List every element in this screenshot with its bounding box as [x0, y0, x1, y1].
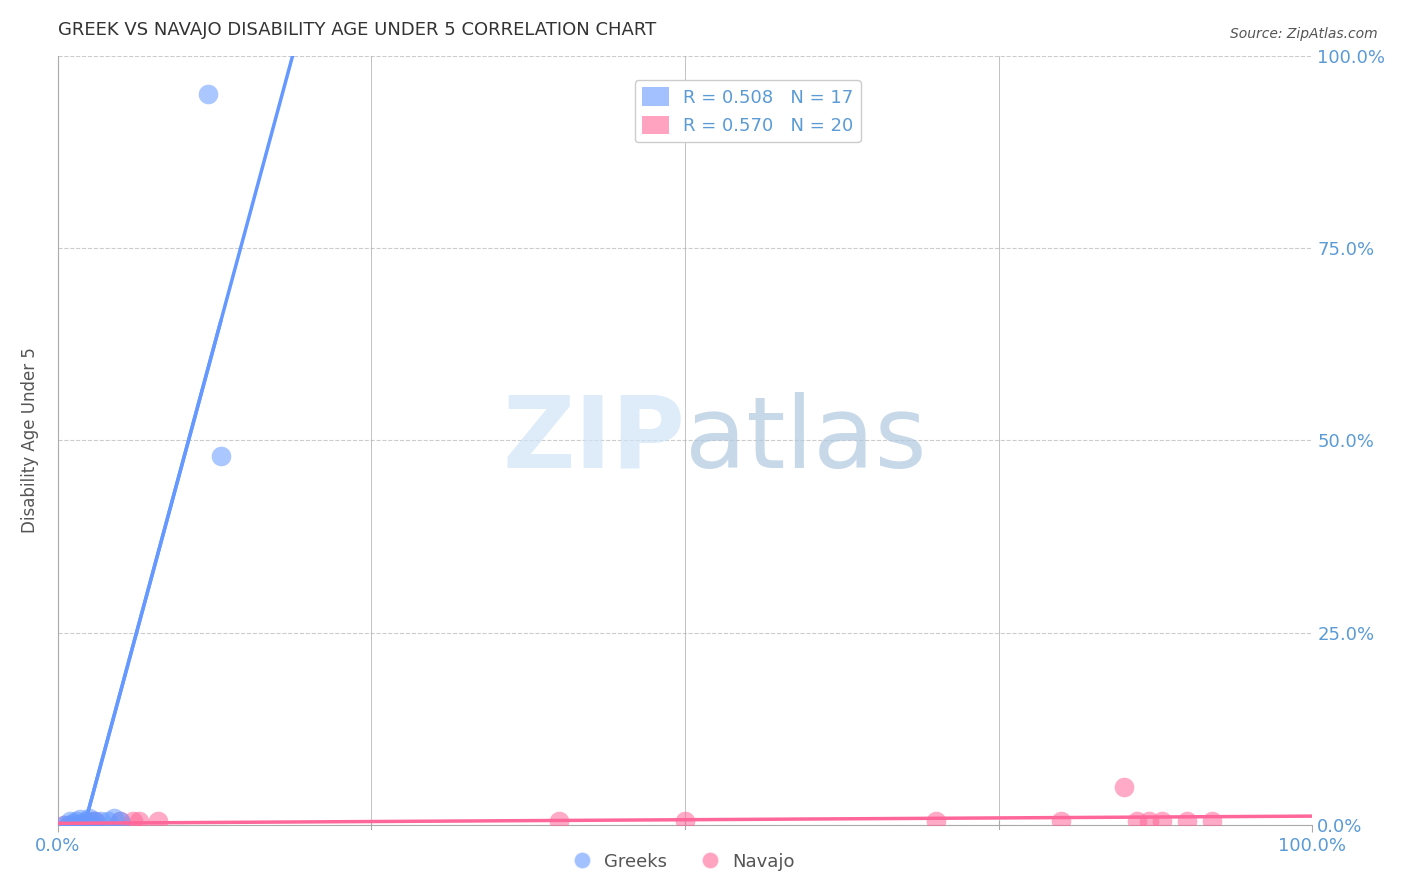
Point [146, 814, 169, 829]
Point [59, 814, 82, 829]
Point [72, 816, 94, 830]
Point [209, 449, 232, 463]
Point [52, 818, 75, 832]
Point [1114, 780, 1136, 794]
Text: ZIP: ZIP [502, 392, 685, 489]
Point [69, 812, 91, 826]
Point [548, 814, 571, 829]
Point [65, 814, 87, 829]
Point [1050, 814, 1073, 829]
Point [65, 818, 87, 832]
Point [1150, 814, 1173, 829]
Point [72, 818, 94, 832]
Point [75, 814, 97, 829]
Point [110, 814, 132, 829]
Point [59, 818, 82, 832]
Point [197, 87, 219, 102]
Text: GREEK VS NAVAJO DISABILITY AGE UNDER 5 CORRELATION CHART: GREEK VS NAVAJO DISABILITY AGE UNDER 5 C… [58, 21, 655, 39]
Point [673, 814, 696, 829]
Point [56, 818, 79, 832]
Point [128, 814, 150, 829]
Point [90, 814, 112, 829]
Text: atlas: atlas [685, 392, 927, 489]
Point [52, 818, 75, 832]
Point [82, 814, 104, 829]
Point [62, 816, 84, 830]
Point [1125, 814, 1147, 829]
Y-axis label: Disability Age Under 5: Disability Age Under 5 [21, 348, 39, 533]
Point [1201, 814, 1223, 829]
Point [77, 814, 100, 829]
Point [84, 814, 107, 829]
Legend: Greeks, Navajo: Greeks, Navajo [568, 846, 801, 878]
Point [103, 811, 125, 825]
Point [84, 814, 107, 829]
Point [110, 814, 132, 829]
Point [121, 814, 143, 829]
Text: Source: ZipAtlas.com: Source: ZipAtlas.com [1230, 27, 1378, 41]
Point [1137, 814, 1160, 829]
Point [1175, 814, 1198, 829]
Point [77, 811, 100, 825]
Point [925, 814, 948, 829]
Point [97, 814, 120, 829]
